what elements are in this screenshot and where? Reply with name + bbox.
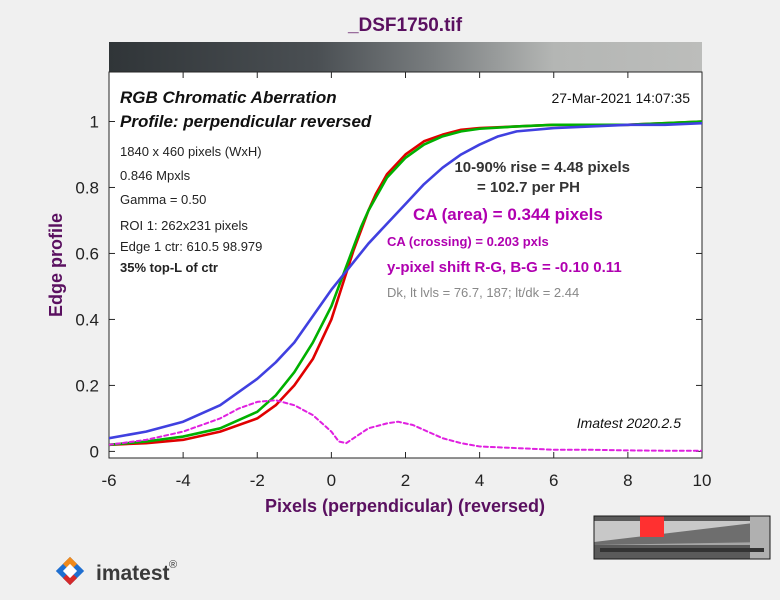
chart-series: [109, 120, 702, 452]
imatest-logo: imatest ®: [55, 556, 177, 586]
ca-area-text: CA (area) = 0.344 pixels: [413, 205, 603, 224]
version-text: Imatest 2020.2.5: [577, 415, 682, 431]
y-tick-label: 0.6: [75, 244, 99, 263]
plot-title: RGB Chromatic Aberration: [120, 88, 337, 107]
y-axis-ticks: 0 0.2 0.4 0.6 0.8 1: [75, 112, 702, 461]
y-tick-label: 0: [90, 442, 99, 461]
y-tick-label: 1: [90, 112, 99, 131]
imatest-logo-icon: [55, 556, 85, 586]
x-axis-ticks: -6 -4 -2 0 2 4 6 8 10: [101, 72, 711, 490]
info-dimensions: 1840 x 460 pixels (WxH): [120, 144, 262, 159]
series-ca-difference-line: [109, 399, 702, 452]
figure-title: _DSF1750.tif: [347, 15, 463, 36]
y-tick-label: 0.4: [75, 310, 99, 329]
info-edge: Edge 1 ctr: 610.5 98.979: [120, 239, 262, 254]
edge-image-strip: [109, 42, 702, 72]
info-gamma: Gamma = 0.50: [120, 192, 206, 207]
x-tick-label: 2: [401, 471, 410, 490]
y-tick-label: 0.2: [75, 376, 99, 395]
series-blue-line: [109, 121, 702, 440]
x-axis-label: Pixels (perpendicular) (reversed): [265, 496, 545, 516]
imatest-logo-mark: ®: [169, 559, 177, 571]
ca-crossing-text: CA (crossing) = 0.203 pxls: [387, 234, 549, 249]
x-tick-label: 6: [549, 471, 558, 490]
info-mpxls: 0.846 Mpxls: [120, 168, 191, 183]
x-tick-label: 10: [693, 471, 712, 490]
per-ph-text: = 102.7 per PH: [477, 179, 580, 196]
y-tick-label: 0.8: [75, 178, 99, 197]
x-tick-label: 8: [623, 471, 632, 490]
roi-thumbnail: [593, 515, 771, 560]
info-roi: ROI 1: 262x231 pixels: [120, 218, 248, 233]
x-tick-label: -4: [176, 471, 191, 490]
x-tick-label: 0: [327, 471, 336, 490]
y-shift-text: y-pixel shift R-G, B-G = -0.10 0.11: [387, 259, 622, 276]
x-tick-label: -2: [250, 471, 265, 490]
levels-text: Dk, lt lvls = 76.7, 187; lt/dk = 2.44: [387, 285, 579, 300]
rise-text: 10-90% rise = 4.48 pixels: [454, 159, 630, 176]
plot-subtitle: Profile: perpendicular reversed: [120, 112, 372, 131]
plot-area: [108, 71, 703, 459]
x-tick-label: -6: [101, 471, 116, 490]
timestamp: 27-Mar-2021 14:07:35: [551, 90, 690, 106]
y-axis-label: Edge profile: [46, 213, 66, 317]
x-tick-label: 4: [475, 471, 484, 490]
series-green-line: [109, 120, 702, 447]
info-position: 35% top-L of ctr: [120, 260, 218, 275]
imatest-logo-text: imatest: [96, 562, 170, 585]
roi-marker: [640, 516, 664, 537]
